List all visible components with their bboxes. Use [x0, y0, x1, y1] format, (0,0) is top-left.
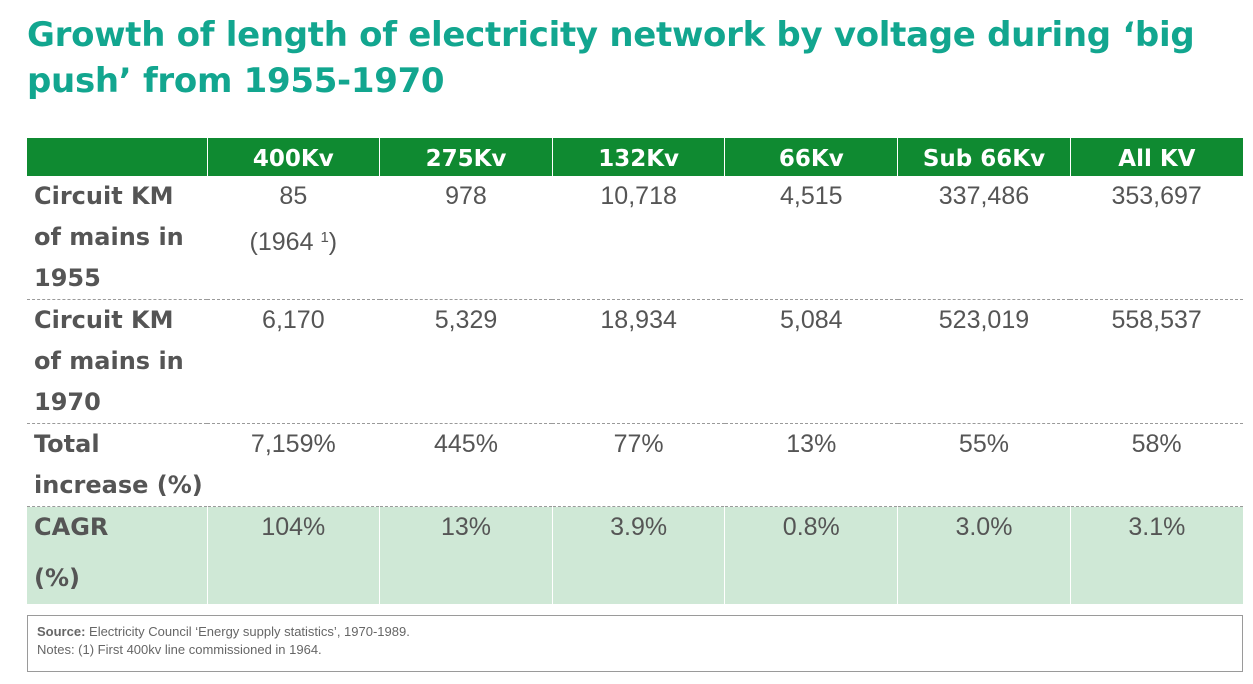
table-cell: 978: [379, 176, 553, 300]
notes-line: Notes: (1) First 400kv line commissioned…: [37, 642, 322, 657]
header-66kv: 66Kv: [724, 138, 898, 176]
table-cell: 558,537: [1070, 299, 1243, 424]
header-400kv: 400Kv: [206, 138, 380, 176]
table-cell: 7,159%: [207, 423, 380, 507]
table-row-cagr: CAGR (%) 104% 13% 3.9% 0.8% 3.0% 3.1%: [27, 506, 1243, 604]
table-cell: 337,486: [897, 176, 1071, 300]
table-cell: 445%: [379, 423, 553, 507]
table-row: Circuit KM of mains in 1970 6,170 5,329 …: [27, 299, 1243, 424]
footnote-year: (1964 1): [207, 217, 380, 263]
table-cell: 5,084: [724, 299, 898, 424]
table-cell: 3.0%: [897, 506, 1071, 604]
table-cell: 523,019: [897, 299, 1071, 424]
row-label-line: CAGR: [34, 513, 109, 541]
header-allkv: All KV: [1069, 138, 1243, 176]
table-cell: 55%: [897, 423, 1071, 507]
source-notes-box: Source: Electricity Council ‘Energy supp…: [27, 615, 1243, 672]
table-cell: 6,170: [207, 299, 380, 424]
header-132kv: 132Kv: [551, 138, 725, 176]
row-label: Total increase (%): [27, 423, 207, 507]
table-cell: 353,697: [1070, 176, 1243, 300]
table-row: Circuit KM of mains in 1955 85 (1964 1) …: [27, 176, 1243, 300]
table-cell: 3.9%: [551, 506, 725, 604]
voltage-growth-table: 400Kv 275Kv 132Kv 66Kv Sub 66Kv All KV C…: [27, 138, 1243, 604]
table-cell: 104%: [206, 506, 380, 604]
header-sub66kv: Sub 66Kv: [897, 138, 1071, 176]
source-line: Source: Electricity Council ‘Energy supp…: [37, 623, 1233, 641]
table-cell: 85 (1964 1): [207, 176, 380, 300]
row-label: CAGR (%): [27, 506, 207, 604]
cell-value: 85: [279, 182, 308, 210]
table-header-row: 400Kv 275Kv 132Kv 66Kv Sub 66Kv All KV: [27, 138, 1243, 176]
row-label-line: (%): [34, 564, 80, 592]
header-275kv: 275Kv: [379, 138, 553, 176]
table-cell: 0.8%: [724, 506, 898, 604]
page-title: Growth of length of electricity network …: [27, 15, 1195, 101]
table-cell: 13%: [724, 423, 898, 507]
row-label: Circuit KM of mains in 1970: [27, 299, 207, 424]
row-label: Circuit KM of mains in 1955: [27, 176, 207, 300]
table-cell: 3.1%: [1069, 506, 1243, 604]
table-cell: 58%: [1070, 423, 1243, 507]
footnote-marker: 1: [320, 229, 329, 246]
source-label: Source:: [37, 624, 86, 639]
table-row: Total increase (%) 7,159% 445% 77% 13% 5…: [27, 423, 1243, 507]
source-text: Electricity Council ‘Energy supply stati…: [85, 624, 410, 639]
table-cell: 5,329: [379, 299, 553, 424]
header-empty: [27, 138, 207, 176]
table-cell: 10,718: [552, 176, 725, 300]
table-cell: 13%: [379, 506, 553, 604]
table-cell: 77%: [552, 423, 725, 507]
table-cell: 18,934: [552, 299, 725, 424]
table-cell: 4,515: [724, 176, 898, 300]
footnote-text: (1964: [249, 228, 321, 256]
footnote-close: ): [328, 228, 338, 256]
